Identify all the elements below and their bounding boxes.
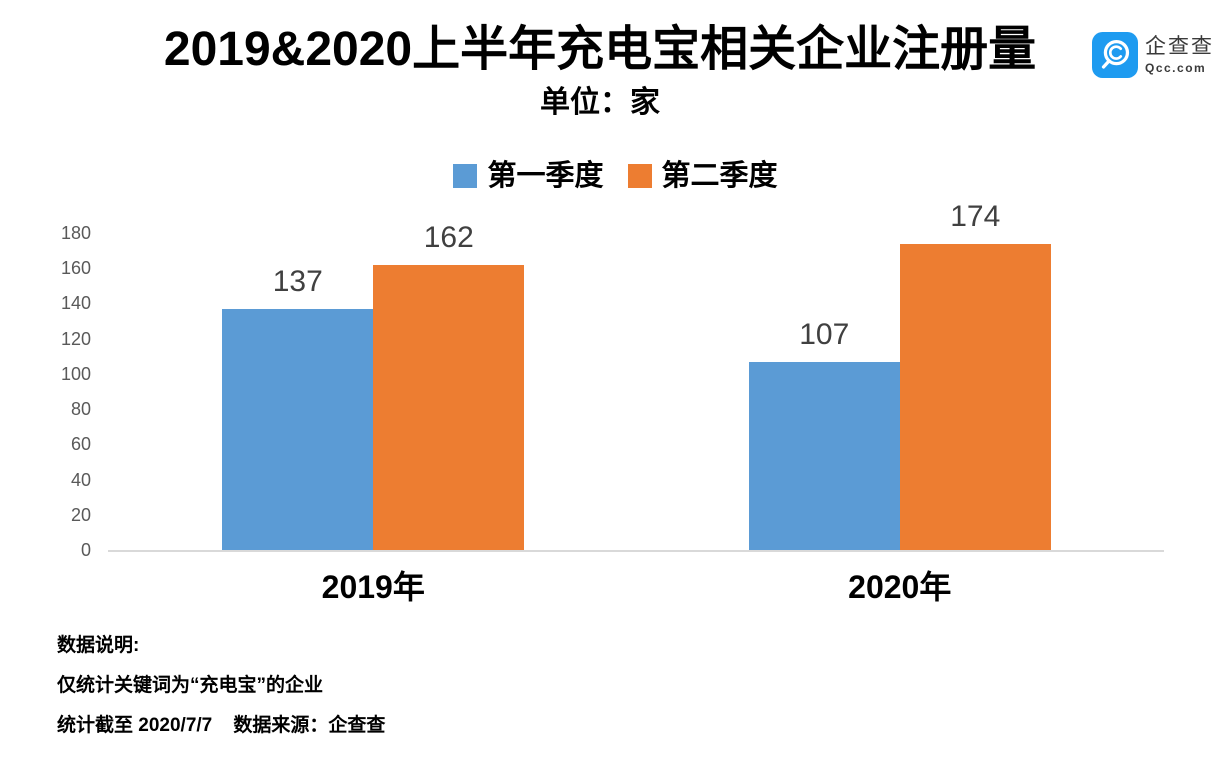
chart-legend: 第一季度 第二季度 (0, 161, 1231, 191)
x-category-label: 2019年 (321, 569, 425, 605)
y-tick-label: 20 (70, 504, 91, 525)
y-tick-label: 80 (70, 399, 91, 420)
y-tick-label: 180 (60, 223, 91, 243)
legend-swatch-icon (627, 164, 652, 188)
legend-item: 第一季度 (453, 160, 604, 192)
unit-label: 单位：家 (540, 86, 660, 119)
legend-swatch-icon (453, 164, 478, 188)
x-category-label: 2020年 (848, 569, 952, 605)
y-tick-label: 100 (60, 363, 91, 384)
x-axis-line (108, 550, 1164, 552)
bar (373, 264, 525, 550)
legend-item: 第二季度 (627, 160, 778, 192)
qichacha-logo-icon (1092, 32, 1138, 78)
bar-value-label: 137 (272, 264, 323, 298)
footnote-line: 统计截至 2020/7/7 数据来源：企查查 (57, 715, 386, 736)
bar-value-label: 162 (423, 220, 474, 254)
logo-name: 企查查 (1145, 35, 1214, 58)
footnote-heading: 数据说明: (57, 635, 140, 656)
logo-text: 企查查 Qcc.com (1145, 32, 1214, 75)
y-tick-label: 140 (60, 293, 91, 314)
legend-label: 第二季度 (661, 160, 778, 192)
page-title: 2019&2020上半年充电宝相关企业注册量 (163, 23, 1037, 76)
bar (748, 361, 900, 550)
bar-value-label: 107 (799, 317, 850, 351)
logo-domain: Qcc.com (1145, 61, 1207, 75)
bar (222, 308, 374, 550)
footnotes: 数据说明: 仅统计关键词为“充电宝”的企业 统计截至 2020/7/7 数据来源… (57, 634, 385, 754)
y-tick-label: 160 (60, 258, 91, 279)
y-tick-label: 60 (70, 434, 91, 455)
footnote-line: 仅统计关键词为“充电宝”的企业 (57, 675, 324, 696)
qichacha-logo: 企查查 Qcc.com (1092, 32, 1214, 78)
y-tick-label: 0 (80, 540, 91, 560)
bar-value-label: 174 (950, 199, 1001, 233)
y-tick-label: 40 (70, 469, 91, 490)
legend-label: 第一季度 (487, 160, 604, 192)
y-tick-label: 120 (60, 328, 91, 349)
bar (899, 243, 1051, 550)
